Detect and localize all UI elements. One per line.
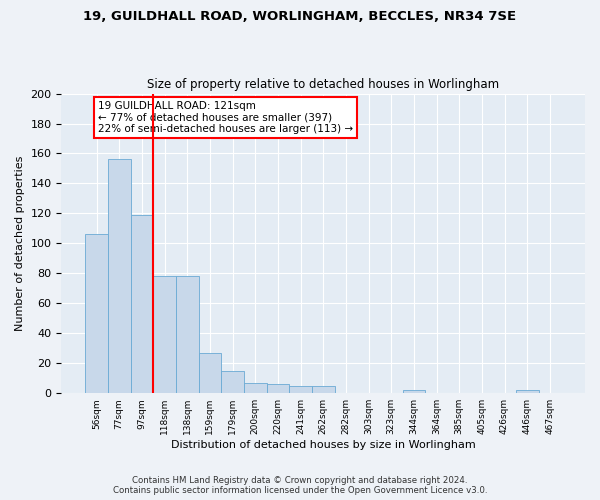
Text: 19 GUILDHALL ROAD: 121sqm
← 77% of detached houses are smaller (397)
22% of semi: 19 GUILDHALL ROAD: 121sqm ← 77% of detac… — [98, 101, 353, 134]
Bar — [516, 390, 539, 393]
Bar — [199, 353, 221, 393]
Bar — [131, 215, 153, 393]
Text: Contains HM Land Registry data © Crown copyright and database right 2024.
Contai: Contains HM Land Registry data © Crown c… — [113, 476, 487, 495]
Text: 19, GUILDHALL ROAD, WORLINGHAM, BECCLES, NR34 7SE: 19, GUILDHALL ROAD, WORLINGHAM, BECCLES,… — [83, 10, 517, 23]
Bar — [153, 276, 176, 393]
Bar — [176, 276, 199, 393]
X-axis label: Distribution of detached houses by size in Worlingham: Distribution of detached houses by size … — [171, 440, 476, 450]
Bar — [403, 390, 425, 393]
Title: Size of property relative to detached houses in Worlingham: Size of property relative to detached ho… — [147, 78, 499, 91]
Bar — [244, 382, 266, 393]
Bar — [221, 370, 244, 393]
Bar — [312, 386, 335, 393]
Bar — [108, 160, 131, 393]
Bar — [85, 234, 108, 393]
Y-axis label: Number of detached properties: Number of detached properties — [15, 156, 25, 331]
Bar — [289, 386, 312, 393]
Bar — [266, 384, 289, 393]
